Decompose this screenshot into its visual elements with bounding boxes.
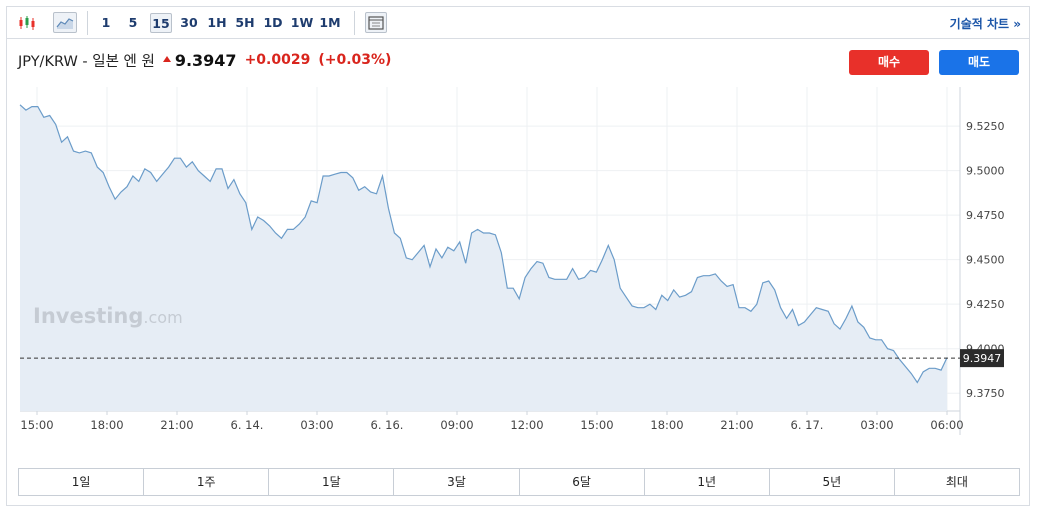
x-tick-label: 6. 17. xyxy=(791,418,824,432)
price-line xyxy=(19,104,948,384)
interval-5[interactable]: 5 xyxy=(128,15,138,30)
chevron-right-icon: » xyxy=(1013,17,1021,31)
price-chart[interactable]: 9.52509.50009.47509.45009.42509.40009.37… xyxy=(7,7,1029,447)
x-tick-label: 03:00 xyxy=(300,418,333,432)
up-arrow-icon xyxy=(162,56,171,62)
range-1w[interactable]: 1주 xyxy=(144,469,270,495)
price-area xyxy=(20,104,947,412)
area-chart-icon[interactable] xyxy=(53,12,77,33)
y-tick-label: 9.3750 xyxy=(966,387,1005,400)
range-3m[interactable]: 3달 xyxy=(394,469,520,495)
y-tick-label: 9.5250 xyxy=(966,120,1005,133)
interval-1m[interactable]: 1M xyxy=(319,15,341,30)
chart-toolbar: 1 5 15 30 1H 5H 1D 1W 1M 기술적 차트 » xyxy=(7,7,1029,39)
x-tick-label: 6. 14. xyxy=(231,418,264,432)
x-tick-label: 18:00 xyxy=(90,418,123,432)
y-tick-label: 9.4250 xyxy=(966,298,1005,311)
price-change-percent: (+0.03%) xyxy=(318,52,392,68)
range-1m[interactable]: 1달 xyxy=(269,469,395,495)
interval-1d[interactable]: 1D xyxy=(263,15,283,30)
technical-chart-link[interactable]: 기술적 차트 » xyxy=(950,15,1021,32)
candlestick-icon[interactable] xyxy=(16,12,38,33)
range-5y[interactable]: 5년 xyxy=(770,469,895,495)
range-1d[interactable]: 1일 xyxy=(19,469,145,495)
range-6m[interactable]: 6달 xyxy=(520,469,645,495)
svg-text:Investing.com: Investing.com xyxy=(33,304,183,328)
interval-5h[interactable]: 5H xyxy=(235,15,255,30)
quote-header: JPY/KRW - 일본 엔 원 9.3947 +0.0029 (+0.03%) xyxy=(18,49,391,71)
y-tick-label: 9.4500 xyxy=(966,254,1005,267)
interval-1w[interactable]: 1W xyxy=(290,15,314,30)
interval-15[interactable]: 15 xyxy=(150,13,172,33)
x-tick-label: 21:00 xyxy=(720,418,753,432)
buy-button[interactable]: 매수 xyxy=(849,50,929,75)
interval-1[interactable]: 1 xyxy=(101,15,111,30)
investing-watermark: Investing.com xyxy=(33,304,183,328)
watermark-suffix: .com xyxy=(143,308,182,327)
x-tick-label: 18:00 xyxy=(650,418,683,432)
range-max[interactable]: 최대 xyxy=(945,475,968,489)
last-price: 9.3947 xyxy=(174,50,237,70)
watermark-brand: Investing xyxy=(33,304,143,328)
x-tick-label: 15:00 xyxy=(20,418,53,432)
last-price-box: 9.3947 xyxy=(960,349,1004,368)
chart-widget: 1 5 15 30 1H 5H 1D 1W 1M 기술적 차트 » JPY/KR… xyxy=(6,6,1030,506)
x-tick-label: 12:00 xyxy=(510,418,543,432)
y-tick-label: 9.4750 xyxy=(966,209,1005,222)
price-change: +0.0029 xyxy=(244,52,311,68)
x-tick-label: 21:00 xyxy=(160,418,193,432)
x-tick-label: 09:00 xyxy=(440,418,473,432)
currency-pair-title: JPY/KRW - 일본 엔 원 xyxy=(18,53,155,70)
x-tick-label: 15:00 xyxy=(580,418,613,432)
x-tick-label: 06:00 xyxy=(930,418,963,432)
technical-chart-label: 기술적 차트 xyxy=(949,17,1010,31)
range-1y[interactable]: 1년 xyxy=(645,469,770,495)
x-tick-label: 03:00 xyxy=(860,418,893,432)
x-tick-label: 6. 16. xyxy=(371,418,404,432)
interval-1h[interactable]: 1H xyxy=(207,15,227,30)
interval-30[interactable]: 30 xyxy=(180,15,198,30)
layout-icon[interactable] xyxy=(365,12,387,33)
sell-button[interactable]: 매도 xyxy=(939,50,1019,75)
y-tick-label: 9.5000 xyxy=(966,165,1005,178)
last-price-label: 9.3947 xyxy=(963,352,1002,365)
time-range-bar: 1일 1주 1달 3달 6달 1년 5년 최대 xyxy=(18,468,1020,496)
